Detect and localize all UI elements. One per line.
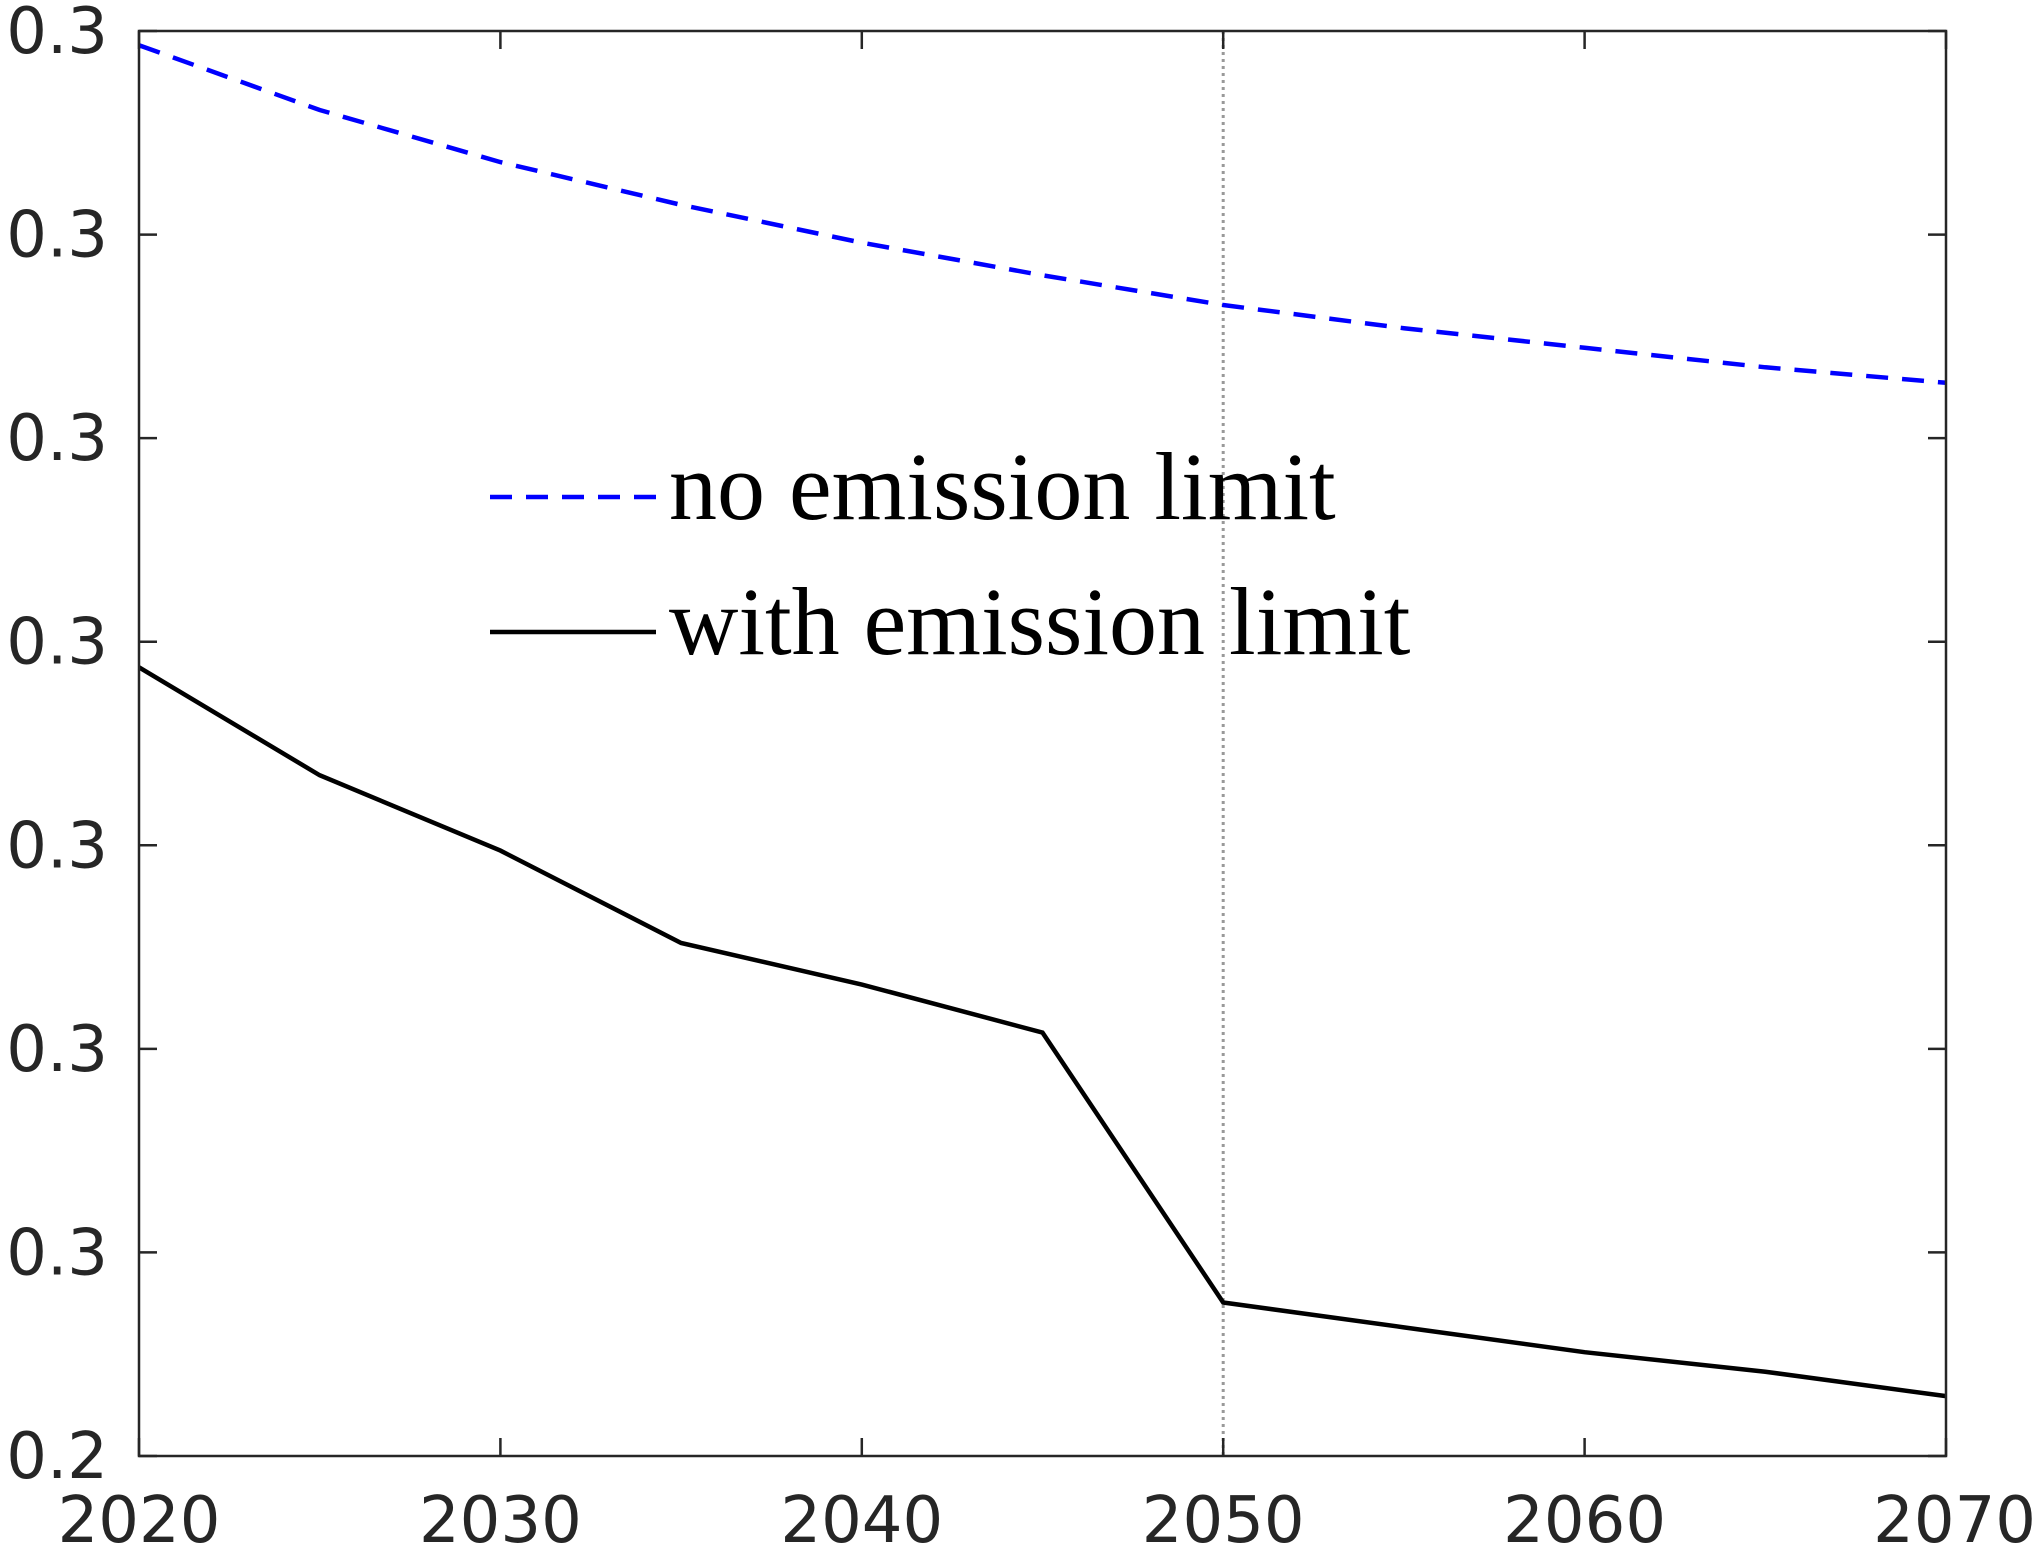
legend-label: with emission limit bbox=[669, 568, 1411, 675]
x-tick-label: 2030 bbox=[419, 1484, 582, 1554]
y-tick-label: 0.3 bbox=[6, 1216, 108, 1290]
legend-label: no emission limit bbox=[669, 433, 1336, 540]
x-tick-label: 2050 bbox=[1142, 1484, 1305, 1554]
y-tick-label: 0.3 bbox=[6, 606, 108, 680]
y-tick-label: 0.2 bbox=[6, 1420, 108, 1494]
x-tick-label: 2020 bbox=[58, 1484, 221, 1554]
x-tick-label: 2070 bbox=[1873, 1484, 2036, 1554]
y-tick-label: 0.3 bbox=[6, 199, 108, 273]
x-tick-label: 2040 bbox=[780, 1484, 943, 1554]
plot-frame bbox=[137, 29, 1948, 1458]
y-tick-label: 0.3 bbox=[6, 402, 108, 476]
y-tick-label: 0.3 bbox=[6, 1013, 108, 1087]
x-tick-label: 2060 bbox=[1503, 1484, 1666, 1554]
y-tick-label: 0.3 bbox=[6, 809, 108, 883]
y-tick-label: 0.3 bbox=[6, 0, 108, 69]
series-line bbox=[137, 665, 1947, 1399]
